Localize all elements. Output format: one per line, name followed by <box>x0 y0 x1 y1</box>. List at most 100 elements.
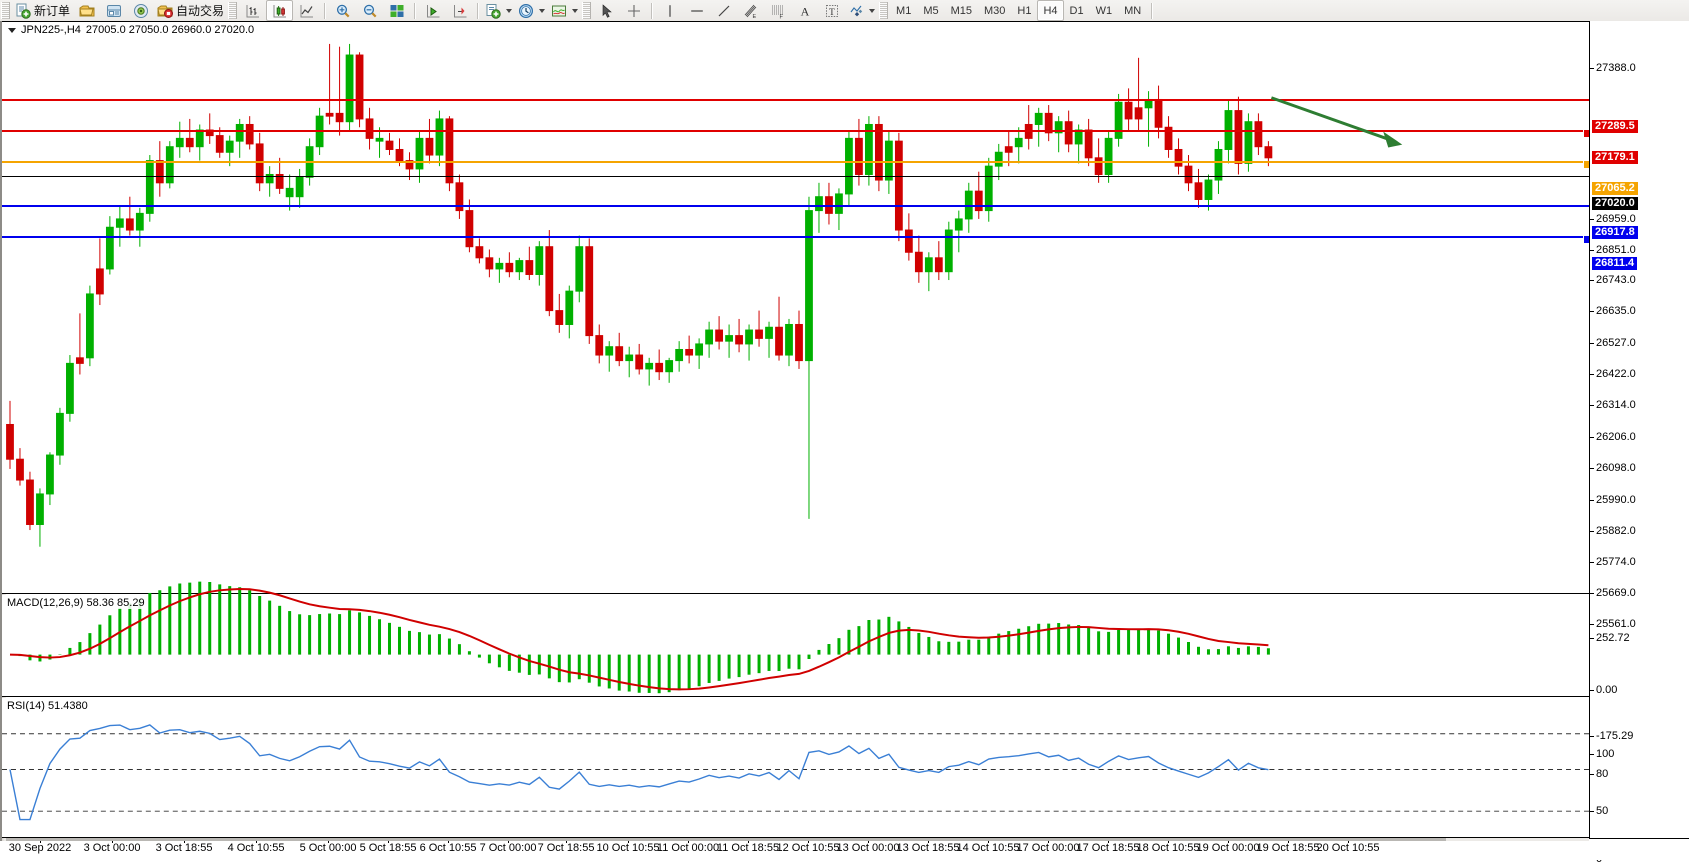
price-value: -175.29 <box>1596 730 1634 742</box>
price-value: 25669.0 <box>1596 587 1636 599</box>
price-value: 50 <box>1596 805 1609 817</box>
level-line-support-1[interactable] <box>2 205 1589 207</box>
level-line-current-price[interactable] <box>2 176 1589 177</box>
new-order-button[interactable]: 新订单 <box>12 0 73 21</box>
line-chart-button[interactable] <box>293 0 320 21</box>
symbol-header: JPN225-,H4 27005.0 27050.0 26960.0 27020… <box>8 24 254 36</box>
toolbar-grip-2[interactable] <box>228 2 238 19</box>
symbol-label: JPN225-,H4 <box>21 24 81 36</box>
rsi-label: RSI(14) 51.4380 <box>7 700 88 712</box>
time-label: 20 Oct 10:55 <box>1316 842 1380 854</box>
chart-scrollbar[interactable] <box>4 838 1589 841</box>
chevron-down-icon[interactable] <box>506 8 513 13</box>
shapes-button[interactable] <box>845 0 878 21</box>
text-icon: A <box>800 4 809 18</box>
periods-button[interactable] <box>515 0 548 21</box>
price-tick: 100 <box>1590 748 1689 761</box>
vertical-line-button[interactable] <box>656 0 683 21</box>
time-tick <box>388 839 389 843</box>
toolbar-grip-4[interactable] <box>879 2 889 19</box>
macd-pane[interactable]: MACD(12,26,9) 58.36 85.29 <box>2 581 1589 697</box>
timeframe-mn[interactable]: MN <box>1124 4 1142 17</box>
time-label: 10 Oct 10:55 <box>596 842 660 854</box>
bar-chart-button[interactable] <box>239 0 266 21</box>
time-tick <box>448 839 449 843</box>
equidistant-channel-button[interactable]: E <box>737 0 764 21</box>
time-axis[interactable]: 30 Sep 2022 3 Oct 00:00 3 Oct 18:55 4 Oct 1… <box>4 838 1689 860</box>
timeframe-m15[interactable]: M15 <box>950 4 972 17</box>
macd-series <box>9 581 1270 694</box>
timeframe-h4[interactable]: H4 <box>1037 0 1064 21</box>
tick-mark <box>1590 437 1594 438</box>
zoom-out-button[interactable] <box>356 0 383 21</box>
price-value: 26959.0 <box>1596 213 1636 225</box>
add-indicator-button[interactable] <box>482 0 515 21</box>
level-line-resistance-2[interactable] <box>2 99 1589 101</box>
text-label-button[interactable]: T <box>818 0 845 21</box>
down-trend-arrow[interactable] <box>2 22 1589 593</box>
text-button[interactable]: A <box>791 0 818 21</box>
tick-mark <box>1590 405 1594 406</box>
chevron-down-icon[interactable] <box>572 8 579 13</box>
caret-down-icon[interactable] <box>8 27 16 33</box>
timeframe-m30[interactable]: M30 <box>984 4 1006 17</box>
navigator-button[interactable] <box>127 0 154 21</box>
time-tick <box>808 839 809 843</box>
data-window-button[interactable] <box>100 0 127 21</box>
horizontal-line-button[interactable] <box>683 0 710 21</box>
price-value: 26527.0 <box>1596 337 1636 349</box>
toolbar-grip-1[interactable] <box>1 2 10 19</box>
price-value: 25990.0 <box>1596 494 1636 506</box>
timeframe-h1[interactable]: H1 <box>1017 4 1032 17</box>
crosshair-button[interactable] <box>620 0 647 21</box>
tick-mark <box>1590 311 1594 312</box>
arrow-cursor-icon <box>602 3 612 18</box>
navigator-icon <box>133 3 148 18</box>
timeframe-m1[interactable]: M1 <box>896 4 912 17</box>
svg-text:E: E <box>752 14 756 19</box>
time-label: 19 Oct 00:00 <box>1196 842 1260 854</box>
cursor-button[interactable] <box>593 0 620 21</box>
chevron-down-icon[interactable] <box>539 8 546 13</box>
zoom-in-button[interactable] <box>329 0 356 21</box>
autotrade-button[interactable]: 自动交易 <box>154 0 227 21</box>
tick-mark <box>1590 562 1594 563</box>
price-tick: 26422.0 <box>1590 368 1689 381</box>
toolbar-grip-3[interactable] <box>582 2 592 19</box>
terminal-button[interactable] <box>73 0 100 21</box>
auto-scroll-button[interactable] <box>419 0 446 21</box>
shapes-icon <box>850 5 863 16</box>
fibonacci-button[interactable]: F <box>764 0 791 21</box>
price-value: 27179.1 <box>1592 151 1638 164</box>
tick-mark <box>1590 343 1594 344</box>
new-order-icon <box>16 3 31 19</box>
price-tick: 25561.0 <box>1590 618 1689 631</box>
bar-chart-icon <box>246 4 259 17</box>
timeframe-group: M1 M5 M15 M30 H1 H4 D1 W1 MN <box>890 0 1147 21</box>
timeframe-m5[interactable]: M5 <box>923 4 939 17</box>
svg-text:F: F <box>779 14 783 19</box>
time-tick <box>1048 839 1049 843</box>
time-label: 4 Oct 10:55 <box>227 842 285 854</box>
templates-button[interactable] <box>548 0 581 21</box>
tick-mark <box>1590 774 1594 775</box>
price-pane[interactable]: JPN225-,H4 27005.0 27050.0 26960.0 27020… <box>2 21 1592 594</box>
price-value: 252.72 <box>1596 632 1630 644</box>
chart-shift-button[interactable] <box>446 0 473 21</box>
chevron-down-icon[interactable] <box>869 8 876 13</box>
scrollbar-thumb[interactable] <box>6 838 1446 841</box>
timeframe-w1[interactable]: W1 <box>1095 4 1113 17</box>
trendline-button[interactable] <box>710 0 737 21</box>
price-axis[interactable]: 27388.0 27289.5 27179.1 27065.2 27020.0 26959… <box>1589 21 1689 865</box>
timeframe-d1[interactable]: D1 <box>1069 4 1084 17</box>
tick-mark <box>1590 468 1594 469</box>
price-tick: 25669.0 <box>1590 587 1689 600</box>
chart-area[interactable]: JPN225-,H4 27005.0 27050.0 26960.0 27020… <box>0 21 1689 865</box>
price-value: 25561.0 <box>1596 618 1636 630</box>
price-value: 25774.0 <box>1596 556 1636 568</box>
rsi-pane[interactable]: RSI(14) 51.4380 <box>2 698 1589 838</box>
trendline-icon <box>718 5 729 16</box>
price-tick: 26206.0 <box>1590 431 1689 444</box>
tile-windows-button[interactable] <box>383 0 410 21</box>
candlestick-chart-button[interactable] <box>266 0 294 21</box>
